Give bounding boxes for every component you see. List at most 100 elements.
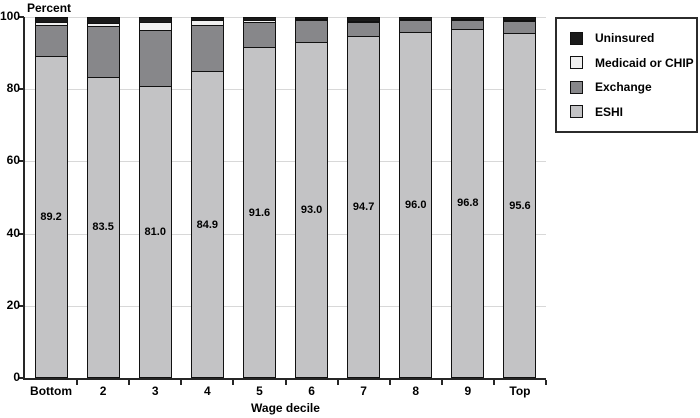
- legend-swatch-icon: [570, 105, 583, 119]
- y-tick-20: [18, 304, 24, 307]
- segment-eshi-8: 96.0: [399, 31, 433, 379]
- segment-eshi-9: 96.8: [451, 28, 485, 378]
- bar-4: 84.9: [190, 17, 224, 378]
- legend-swatch-icon: [570, 31, 583, 45]
- segment-medicaid-or-chip-6: [295, 19, 329, 21]
- segment-exchange-9: [451, 20, 485, 29]
- y-tick-label-40: 40: [6, 225, 20, 240]
- segment-uninsured-9: [451, 17, 485, 20]
- bar-6: 93.0: [295, 17, 329, 378]
- gridline-20: [25, 305, 546, 307]
- gridline-100: [25, 17, 546, 18]
- bar-value-label: 95.6: [509, 199, 531, 212]
- legend-item-exchange: Exchange: [557, 80, 696, 94]
- x-category-label-4: 4: [204, 384, 211, 398]
- bar-value-label: 93.0: [300, 204, 323, 217]
- segment-uninsured-Bottom: [34, 17, 68, 22]
- x-tick-7: [388, 380, 391, 385]
- y-tick-80: [18, 88, 24, 91]
- segment-medicaid-or-chip-2: [86, 22, 120, 26]
- x-tick-8: [440, 380, 443, 385]
- bar-value-label: 83.5: [92, 221, 114, 234]
- y-tick-label-0: 0: [13, 370, 20, 384]
- segment-medicaid-or-chip-4: [190, 19, 224, 25]
- x-category-label-3: 3: [151, 384, 159, 398]
- segment-uninsured-2: [86, 17, 120, 23]
- segment-uninsured-4: [190, 17, 224, 20]
- x-tick-10: [545, 380, 547, 385]
- x-axis-title: Wage decile: [251, 401, 320, 415]
- bar-value-label: 94.7: [352, 201, 375, 214]
- x-tick-9: [492, 380, 495, 385]
- x-category-label-5: 5: [256, 384, 263, 398]
- segment-eshi-3: 81.0: [138, 85, 172, 378]
- bar-value-label: 91.6: [248, 206, 271, 219]
- segment-eshi-4: 84.9: [190, 71, 224, 378]
- x-tick-3: [180, 380, 183, 385]
- segment-exchange-3: [138, 29, 172, 86]
- x-tick-2: [128, 380, 131, 385]
- segment-exchange-8: [399, 20, 433, 32]
- legend-label: Medicaid or CHIP: [595, 55, 694, 70]
- bar-value-label: 96.8: [457, 197, 479, 210]
- x-category-label-Top: Top: [509, 384, 531, 398]
- segment-uninsured-5: [242, 17, 276, 20]
- segment-uninsured-8: [399, 17, 433, 20]
- legend-label: Uninsured: [595, 31, 655, 46]
- y-tick-label-20: 20: [6, 297, 20, 312]
- segment-uninsured-3: [138, 17, 172, 22]
- x-category-label-6: 6: [308, 384, 315, 398]
- bar-3: 81.0: [138, 17, 172, 378]
- x-category-label-2: 2: [99, 384, 107, 398]
- bar-value-label: 81.0: [144, 225, 166, 238]
- legend-item-medicaid-or-chip: Medicaid or CHIP: [557, 56, 696, 70]
- bar-9: 96.8: [451, 17, 485, 378]
- bar-2: 83.5: [86, 17, 120, 378]
- segment-exchange-Top: [503, 20, 537, 34]
- y-tick-label-60: 60: [6, 153, 20, 168]
- x-axis-line: [23, 378, 546, 380]
- gridline-40: [25, 233, 546, 235]
- segment-medicaid-or-chip-Top: [503, 19, 537, 21]
- legend-item-uninsured: Uninsured: [557, 31, 696, 45]
- y-axis-title: Percent: [27, 1, 72, 15]
- segment-medicaid-or-chip-3: [138, 21, 172, 30]
- segment-uninsured-7: [347, 17, 381, 22]
- bar-5: 91.6: [242, 17, 276, 378]
- y-tick-60: [18, 160, 24, 163]
- segment-medicaid-or-chip-5: [242, 19, 276, 22]
- bar-value-label: 84.9: [196, 218, 219, 231]
- x-category-label-Bottom: Bottom: [30, 384, 73, 398]
- legend-swatch-icon: [570, 56, 583, 70]
- gridline-80: [25, 89, 546, 91]
- segment-exchange-2: [86, 26, 120, 77]
- segment-exchange-4: [190, 24, 224, 72]
- legend-label: ESHI: [595, 104, 624, 119]
- segment-exchange-5: [242, 21, 276, 48]
- segment-medicaid-or-chip-Bottom: [34, 21, 68, 25]
- bar-7: 94.7: [347, 17, 381, 378]
- y-tick-label-100: 100: [0, 9, 21, 23]
- segment-eshi-2: 83.5: [86, 76, 120, 378]
- segment-medicaid-or-chip-7: [347, 21, 381, 23]
- segment-eshi-5: 91.6: [242, 47, 276, 378]
- segment-exchange-Bottom: [34, 24, 68, 56]
- segment-medicaid-or-chip-9: [451, 19, 485, 21]
- bar-Bottom: 89.2: [34, 17, 68, 378]
- segment-eshi-Bottom: 89.2: [34, 55, 68, 378]
- y-axis-line: [23, 17, 25, 380]
- legend: Uninsured Medicaid or CHIP Exchange ESHI: [555, 17, 698, 133]
- bar-8: 96.0: [399, 17, 433, 379]
- segment-eshi-7: 94.7: [347, 36, 381, 378]
- x-tick-4: [232, 380, 235, 385]
- segment-exchange-6: [295, 20, 329, 43]
- legend-item-eshi: ESHI: [557, 105, 696, 119]
- x-tick-6: [336, 380, 339, 385]
- x-tick-1: [76, 380, 79, 385]
- bar-value-label: 89.2: [40, 210, 62, 223]
- segment-eshi-Top: 95.6: [503, 33, 537, 378]
- y-tick-40: [18, 232, 24, 235]
- x-category-label-8: 8: [412, 384, 420, 398]
- y-tick-0: [18, 377, 24, 379]
